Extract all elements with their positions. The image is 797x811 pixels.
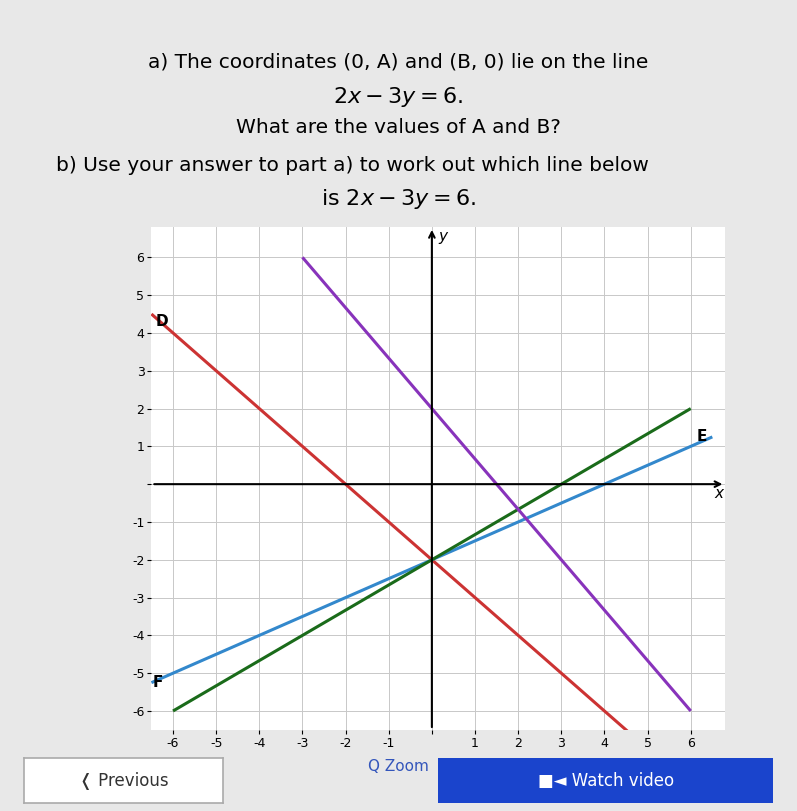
Text: E: E	[697, 429, 707, 444]
Text: Q Zoom: Q Zoom	[368, 759, 429, 774]
Text: What are the values of A and B?: What are the values of A and B?	[236, 118, 561, 136]
Text: y: y	[438, 229, 447, 244]
Text: D: D	[156, 314, 168, 329]
Text: C: C	[677, 771, 688, 787]
Text: x: x	[714, 486, 724, 501]
Text: ❬ Previous: ❬ Previous	[79, 771, 168, 790]
Text: b) Use your answer to part a) to work out which line below: b) Use your answer to part a) to work ou…	[56, 156, 649, 174]
Text: F: F	[153, 675, 163, 690]
Text: $2x - 3y = 6.$: $2x - 3y = 6.$	[333, 85, 464, 109]
Text: a) The coordinates (0, A) and (B, 0) lie on the line: a) The coordinates (0, A) and (B, 0) lie…	[148, 53, 649, 71]
Text: ■◄ Watch video: ■◄ Watch video	[538, 771, 673, 790]
Text: $\mathrm{is}\ 2x - 3y = 6.$: $\mathrm{is}\ 2x - 3y = 6.$	[321, 187, 476, 211]
